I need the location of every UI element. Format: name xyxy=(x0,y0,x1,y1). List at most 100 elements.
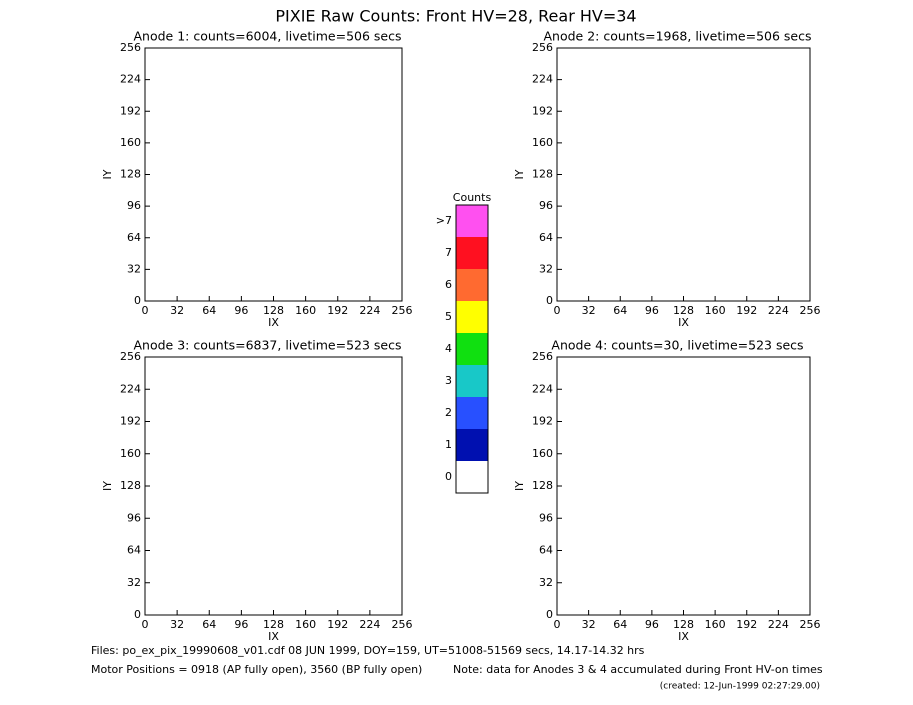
y-tick-label: 128 xyxy=(532,168,553,181)
plot-frame xyxy=(144,47,403,302)
y-tick-label: 64 xyxy=(127,231,141,244)
x-tick-label: 32 xyxy=(582,618,596,631)
y-tick-label: 192 xyxy=(532,415,553,428)
x-tick-label: 192 xyxy=(736,304,757,317)
colorbar-frame xyxy=(455,204,489,494)
y-tick-label: 224 xyxy=(532,382,553,395)
plot-frame xyxy=(556,47,811,302)
x-tick-label: 64 xyxy=(202,618,216,631)
y-tick-label: 32 xyxy=(539,262,553,275)
colorbar-cell xyxy=(456,269,488,301)
footer-files: Files: po_ex_pix_19990608_v01.cdf 08 JUN… xyxy=(91,644,645,657)
x-tick-label: 224 xyxy=(359,618,380,631)
x-axis-label: IX xyxy=(268,316,279,329)
y-tick-label: 224 xyxy=(120,382,141,395)
x-tick-label: 0 xyxy=(142,304,149,317)
colorbar-cell xyxy=(456,333,488,365)
y-tick-label: 64 xyxy=(127,544,141,557)
y-tick-label: 160 xyxy=(532,136,553,149)
colorbar-label: 1 xyxy=(445,438,452,451)
x-axis-label: IX xyxy=(678,630,689,643)
colorbar-label: 6 xyxy=(445,278,452,291)
colorbar-label: 5 xyxy=(445,310,452,323)
colorbar-cell xyxy=(456,301,488,333)
x-tick-label: 160 xyxy=(705,304,726,317)
colorbar-cell xyxy=(456,397,488,429)
y-tick-label: 96 xyxy=(539,511,553,524)
y-tick-label: 160 xyxy=(532,447,553,460)
colorbar-cell xyxy=(456,429,488,461)
x-tick-label: 96 xyxy=(645,618,659,631)
y-tick-label: 128 xyxy=(120,479,141,492)
y-tick-label: 224 xyxy=(532,73,553,86)
colorbar-label: >7 xyxy=(436,214,452,227)
colorbar-label: 0 xyxy=(445,470,452,483)
y-tick-label: 256 xyxy=(532,350,553,363)
x-tick-label: 32 xyxy=(582,304,596,317)
x-tick-label: 64 xyxy=(613,304,627,317)
x-tick-label: 256 xyxy=(392,618,413,631)
footer-note: Note: data for Anodes 3 & 4 accumulated … xyxy=(453,663,823,676)
x-tick-label: 0 xyxy=(554,304,561,317)
panel-title: Anode 3: counts=6837, livetime=523 secs xyxy=(133,338,401,353)
y-axis-label: IY xyxy=(101,169,114,179)
y-tick-label: 192 xyxy=(120,415,141,428)
x-tick-label: 192 xyxy=(327,618,348,631)
panel-title: Anode 4: counts=30, livetime=523 secs xyxy=(551,338,803,353)
panel-title: Anode 1: counts=6004, livetime=506 secs xyxy=(133,29,401,44)
x-tick-label: 192 xyxy=(327,304,348,317)
y-tick-label: 256 xyxy=(120,41,141,54)
colorbar-cell xyxy=(456,205,488,237)
colorbar-cell xyxy=(456,461,488,493)
y-tick-label: 128 xyxy=(120,168,141,181)
colorbar-label: 2 xyxy=(445,406,452,419)
y-tick-label: 96 xyxy=(539,199,553,212)
y-tick-label: 96 xyxy=(127,199,141,212)
x-tick-label: 64 xyxy=(202,304,216,317)
x-tick-label: 160 xyxy=(295,618,316,631)
y-tick-label: 192 xyxy=(532,104,553,117)
x-tick-label: 256 xyxy=(392,304,413,317)
x-tick-label: 224 xyxy=(359,304,380,317)
x-tick-label: 96 xyxy=(234,304,248,317)
y-tick-label: 256 xyxy=(120,350,141,363)
y-tick-label: 224 xyxy=(120,73,141,86)
x-axis-label: IX xyxy=(678,316,689,329)
y-tick-label: 32 xyxy=(127,576,141,589)
plot-frame xyxy=(144,356,403,616)
y-tick-label: 0 xyxy=(546,608,553,621)
x-tick-label: 256 xyxy=(800,618,821,631)
y-tick-label: 64 xyxy=(539,544,553,557)
figure-title: PIXIE Raw Counts: Front HV=28, Rear HV=3… xyxy=(275,7,636,26)
y-tick-label: 32 xyxy=(127,262,141,275)
x-tick-label: 128 xyxy=(263,618,284,631)
x-tick-label: 32 xyxy=(170,618,184,631)
y-tick-label: 96 xyxy=(127,511,141,524)
colorbar-cell xyxy=(456,237,488,269)
x-tick-label: 160 xyxy=(295,304,316,317)
colorbar-label: 7 xyxy=(445,246,452,259)
x-tick-label: 128 xyxy=(263,304,284,317)
x-tick-label: 128 xyxy=(673,304,694,317)
colorbar-label: 3 xyxy=(445,374,452,387)
y-tick-label: 160 xyxy=(120,136,141,149)
y-tick-label: 64 xyxy=(539,231,553,244)
colorbar-cell xyxy=(456,365,488,397)
footer-created: (created: 12-Jun-1999 02:27:29.00) xyxy=(660,682,820,692)
y-tick-label: 32 xyxy=(539,576,553,589)
x-tick-label: 0 xyxy=(554,618,561,631)
y-tick-label: 256 xyxy=(532,41,553,54)
footer-motor: Motor Positions = 0918 (AP fully open), … xyxy=(91,663,422,676)
y-tick-label: 192 xyxy=(120,104,141,117)
y-axis-label: IY xyxy=(101,481,114,491)
y-tick-label: 160 xyxy=(120,447,141,460)
x-tick-label: 64 xyxy=(613,618,627,631)
x-tick-label: 96 xyxy=(645,304,659,317)
x-tick-label: 0 xyxy=(142,618,149,631)
y-axis-label: IY xyxy=(513,481,526,491)
x-tick-label: 224 xyxy=(768,618,789,631)
plot-frame xyxy=(556,356,811,616)
x-axis-label: IX xyxy=(268,630,279,643)
x-tick-label: 192 xyxy=(736,618,757,631)
